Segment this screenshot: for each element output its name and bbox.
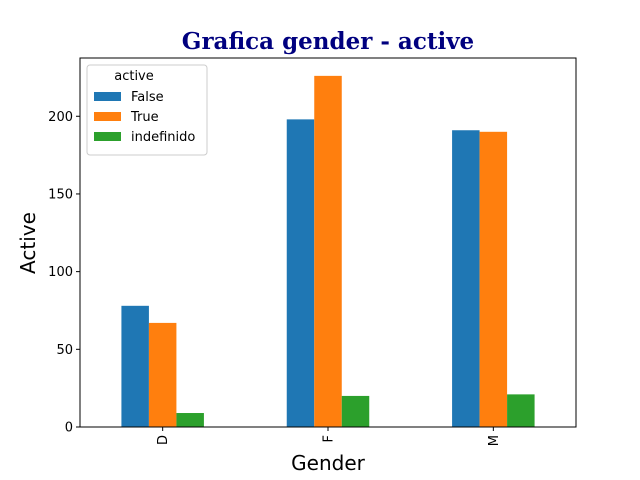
bar-M-False <box>452 130 480 427</box>
legend: active False True indefinido <box>86 64 208 156</box>
bar-F-indefinido <box>341 395 370 427</box>
legend-entry: indefinido <box>131 130 195 145</box>
bar-D-False <box>121 305 149 427</box>
legend-swatch <box>94 132 121 141</box>
x-axis-label: Gender <box>291 451 365 475</box>
legend-entry: True <box>130 110 159 125</box>
legend-title: active <box>114 69 154 84</box>
y-tick-label: 150 <box>48 187 73 202</box>
bar-F-False <box>286 119 315 427</box>
legend-swatch <box>94 92 121 101</box>
chart-title: Grafica gender - active <box>182 28 474 55</box>
bar-M-True <box>479 131 508 428</box>
bar-F-True <box>314 75 342 427</box>
legend-swatch <box>94 112 121 121</box>
y-axis-label: Active <box>16 212 40 274</box>
x-tick-label: F <box>322 435 337 442</box>
y-tick-label: 50 <box>56 343 73 358</box>
y-tick-label: 100 <box>48 265 73 280</box>
bars-group <box>121 75 535 428</box>
y-tick-label: 0 <box>65 421 73 436</box>
bar-D-True <box>148 322 177 427</box>
bar-D-indefinido <box>176 413 204 427</box>
legend-entry: False <box>131 90 164 105</box>
x-tick-label: D <box>156 435 171 445</box>
x-tick-label: M <box>487 435 502 446</box>
y-axis-ticks: 0 50 100 150 200 <box>48 110 80 436</box>
y-tick-label: 200 <box>48 110 73 125</box>
bar-M-indefinido <box>507 394 535 427</box>
